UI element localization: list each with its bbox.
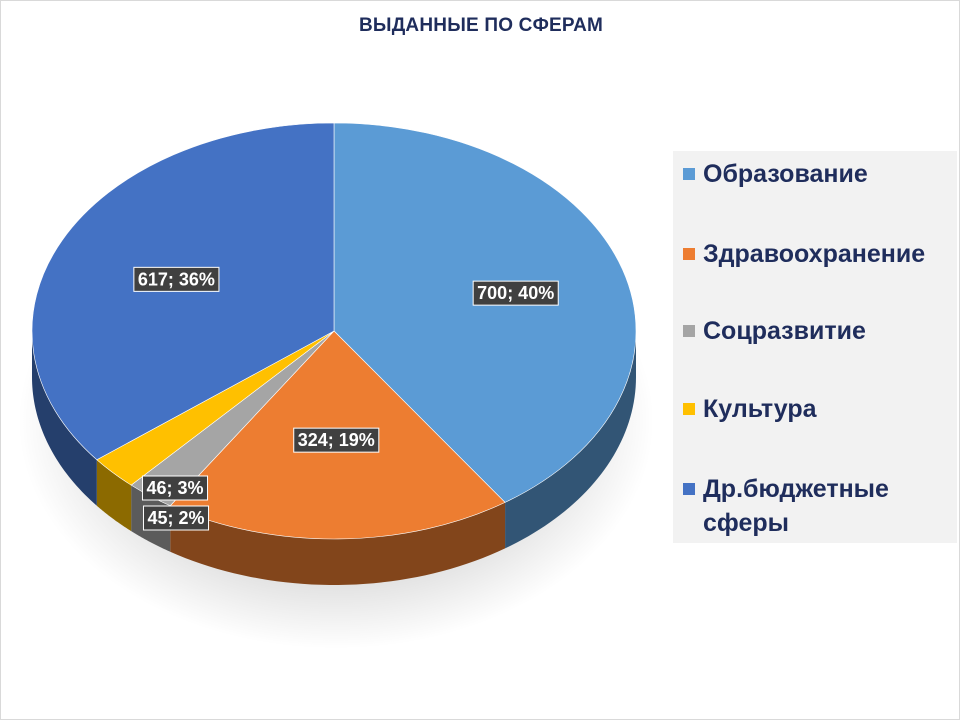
data-label-культура: 46; 3% (141, 475, 209, 501)
data-label-box (141, 475, 209, 501)
pie-sides (32, 331, 636, 585)
data-label-здравоохранение: 324; 19% (293, 427, 380, 453)
pie-slice-образование (333, 122, 637, 503)
data-label-образование: 700; 40% (472, 280, 559, 306)
legend-item-культура: Культура (683, 392, 953, 426)
chart-legend: Образование Здравоохранение Соцразвитие Кул… (673, 151, 957, 543)
data-label-box (142, 505, 210, 531)
legend-label: Здравоохранение (703, 240, 926, 268)
data-label-text: 700; 40% (477, 283, 554, 303)
legend-label: Культура (703, 395, 817, 423)
pie-side-образование (505, 331, 636, 549)
data-label-text: 617; 36% (138, 269, 215, 289)
data-label-др-бюджетные-сферы: 617; 36% (133, 266, 220, 292)
legend-label: Др.бюджетные сферы (703, 475, 889, 537)
data-label-соцразвитие: 45; 2% (142, 505, 210, 531)
legend-swatch (683, 403, 695, 415)
legend-swatch (683, 248, 695, 260)
legend-swatch (683, 483, 695, 495)
data-label-text: 46; 3% (146, 478, 203, 498)
pie-data-labels: 700; 40% 324; 19% 45; 2% 46; 3% 617; 36% (133, 266, 559, 531)
legend-item-др-бюджетные-сферы: Др.бюджетные сферы (683, 472, 953, 540)
legend-item-здравоохранение: Здравоохранение (683, 237, 953, 271)
legend-label: Образование (703, 160, 868, 188)
data-label-text: 45; 2% (147, 508, 204, 528)
pie-tops (31, 122, 637, 540)
data-label-box (472, 280, 559, 306)
pie-side-здравоохранение (170, 502, 506, 585)
legend-item-соцразвитие: Соцразвитие (683, 314, 953, 348)
pie-side-др-бюджетные-сферы (32, 331, 97, 506)
data-label-box (133, 266, 220, 292)
legend-item-образование: Образование (683, 157, 953, 191)
chart-title: ВЫДАННЫЕ ПО СФЕРАМ (358, 15, 604, 36)
legend-swatch (683, 325, 695, 337)
data-label-text: 324; 19% (298, 430, 375, 450)
legend-label: Соцразвитие (703, 317, 866, 345)
legend-swatch (683, 168, 695, 180)
pie-side-культура (96, 459, 132, 532)
data-label-box (293, 427, 380, 453)
